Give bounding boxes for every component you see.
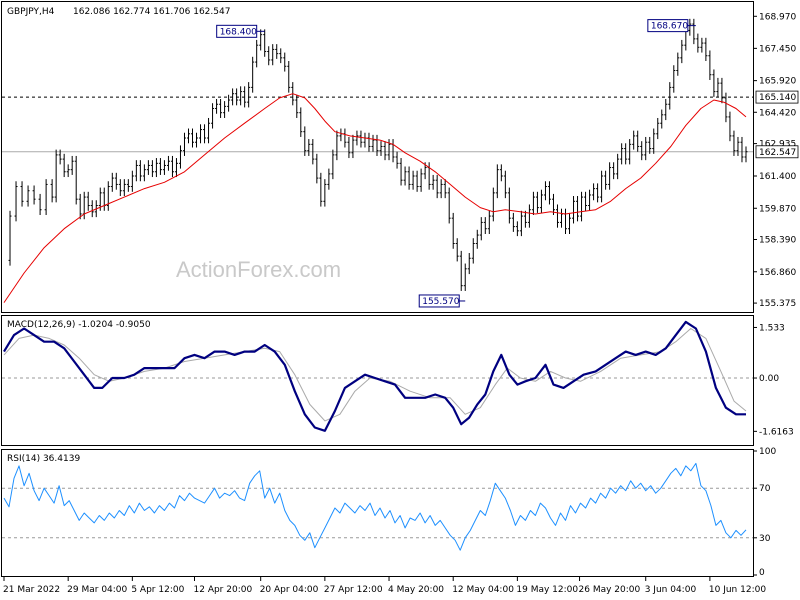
rsi-tick-label: 100 (759, 447, 776, 457)
macd-main-line (3, 320, 746, 432)
macd-signal-line (3, 328, 747, 422)
x-tick-label: 12 Apr 20:00 (194, 585, 253, 595)
price-tick-label: 164.420 (759, 108, 796, 118)
price-tick-label: 161.400 (759, 172, 796, 182)
moving-average-line (3, 93, 747, 303)
macd-tick-label: 1.533 (759, 323, 785, 333)
macd-title: MACD(12,26,9) -1.0204 -0.9050 (7, 320, 151, 330)
price-ohlc: 162.086 162.774 161.706 162.547 (73, 7, 230, 17)
moving-average-series (3, 93, 747, 303)
rsi-tick-label: 30 (759, 534, 771, 544)
swing-label-text: 168.400 (220, 27, 257, 37)
swing-label-text: 168.670 (651, 22, 688, 32)
rsi-title: RSI(14) 36.4139 (7, 454, 80, 464)
grid-layer (2, 96, 753, 539)
x-tick-label: 4 May 20:00 (388, 585, 444, 595)
x-tick-label: 26 May 20:00 (579, 585, 641, 595)
axis-layer: 168.970 167.450 165.920 164.420 162.935 161.4… (3, 12, 799, 595)
macd-pane (1, 315, 754, 446)
resistance-level-box (755, 90, 799, 104)
price-tick-label: 155.375 (759, 299, 796, 309)
price-tick-label: 159.870 (759, 204, 796, 214)
price-series (8, 18, 748, 291)
x-tick-label: 3 Jun 04:00 (645, 585, 697, 595)
x-tick-label: 5 Apr 12:00 (131, 585, 184, 595)
x-tick-label: 12 May 04:00 (452, 585, 514, 595)
price-tick-label: 158.390 (759, 235, 796, 245)
x-tick-label: 21 Mar 2022 (3, 585, 60, 595)
rsi-line (3, 462, 747, 551)
x-tick-label: 10 Jun 12:00 (709, 585, 766, 595)
price-tick-label: 162.935 (759, 140, 796, 150)
x-tick-label: 20 Apr 04:00 (260, 585, 319, 595)
current-price-label: 162.547 (759, 148, 796, 158)
price-tick-label: 156.860 (759, 268, 796, 278)
price-tick-label: 167.450 (759, 44, 796, 54)
price-title: GBPJPY,H4 (7, 7, 55, 17)
x-tick-label: 27 Apr 12:00 (324, 585, 383, 595)
labels-layer: 168.400 168.670 155.570 (216, 19, 696, 308)
macd-tick-label: -1.6163 (759, 427, 794, 437)
macd-tick-label: 0.00 (759, 374, 779, 384)
current-price-box (755, 145, 799, 159)
price-tick-label: 168.970 (759, 12, 796, 22)
rsi-tick-label: 70 (759, 484, 771, 494)
resistance-level-label: 165.140 (759, 93, 796, 103)
rsi-tick-label: 0 (759, 568, 765, 578)
price-tick-label: 165.920 (759, 77, 796, 87)
macd-series (3, 320, 747, 432)
rsi-series (3, 462, 747, 551)
x-tick-label: 29 Mar 04:00 (67, 585, 127, 595)
watermark: ActionForex.com (176, 257, 341, 282)
price-pane (1, 1, 754, 313)
swing-label-text: 155.570 (422, 297, 459, 307)
x-tick-label: 19 May 12:00 (516, 585, 578, 595)
rsi-pane (1, 449, 754, 577)
